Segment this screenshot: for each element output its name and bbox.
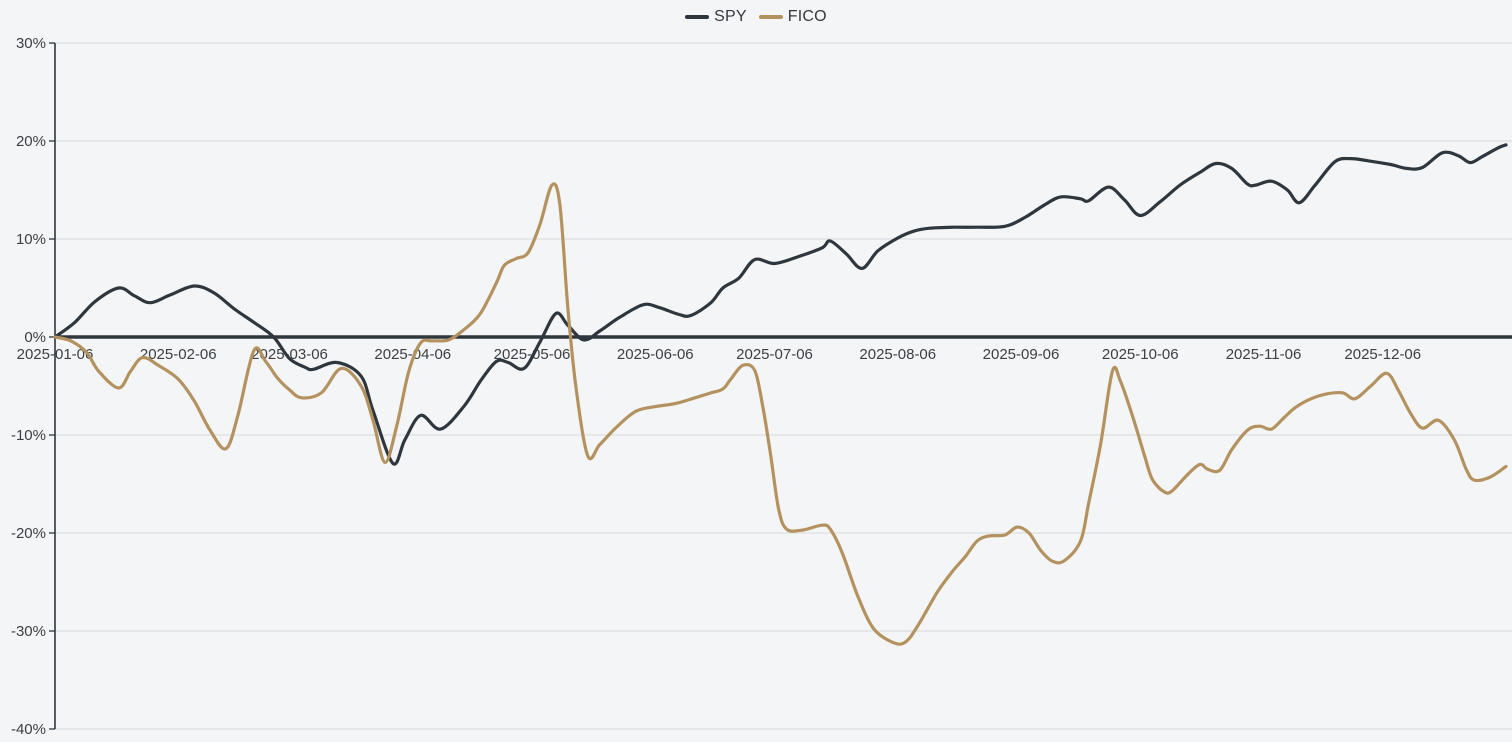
x-axis-label: 2025-10-06: [1102, 346, 1179, 363]
chart-legend: SPY FICO: [0, 8, 1512, 26]
y-axis-label: -30%: [11, 623, 46, 640]
x-axis-label: 2025-06-06: [617, 346, 694, 363]
series-line-spy: [53, 143, 1508, 466]
x-axis-label: 2025-03-06: [251, 346, 328, 363]
y-axis-label: 0%: [24, 329, 46, 346]
x-axis-label: 2025-12-06: [1344, 346, 1421, 363]
x-axis-label: 2025-11-06: [1226, 346, 1302, 363]
y-axis-label: 30%: [16, 35, 46, 52]
x-axis-label: 2025-02-06: [140, 346, 217, 363]
legend-dash-spy: [685, 15, 710, 19]
y-axis-label: 20%: [16, 133, 46, 150]
x-axis-label: 2025-01-06: [17, 346, 94, 363]
legend-item-fico[interactable]: FICO: [758, 8, 827, 26]
series-line-fico: [53, 182, 1508, 646]
x-axis-label: 2025-09-06: [983, 346, 1060, 363]
x-axis-label: 2025-08-06: [859, 346, 936, 363]
legend-item-spy[interactable]: SPY: [685, 8, 747, 26]
legend-dash-fico: [758, 15, 783, 19]
legend-label-fico: FICO: [787, 8, 827, 25]
y-axis-label: -10%: [11, 427, 46, 444]
x-axis-label: 2025-07-06: [736, 346, 813, 363]
y-axis-label: -40%: [11, 721, 46, 738]
x-axis-label: 2025-04-06: [374, 346, 451, 363]
y-axis-label: 10%: [16, 231, 46, 248]
y-axis-label: -20%: [11, 525, 46, 542]
legend-label-spy: SPY: [714, 8, 747, 25]
